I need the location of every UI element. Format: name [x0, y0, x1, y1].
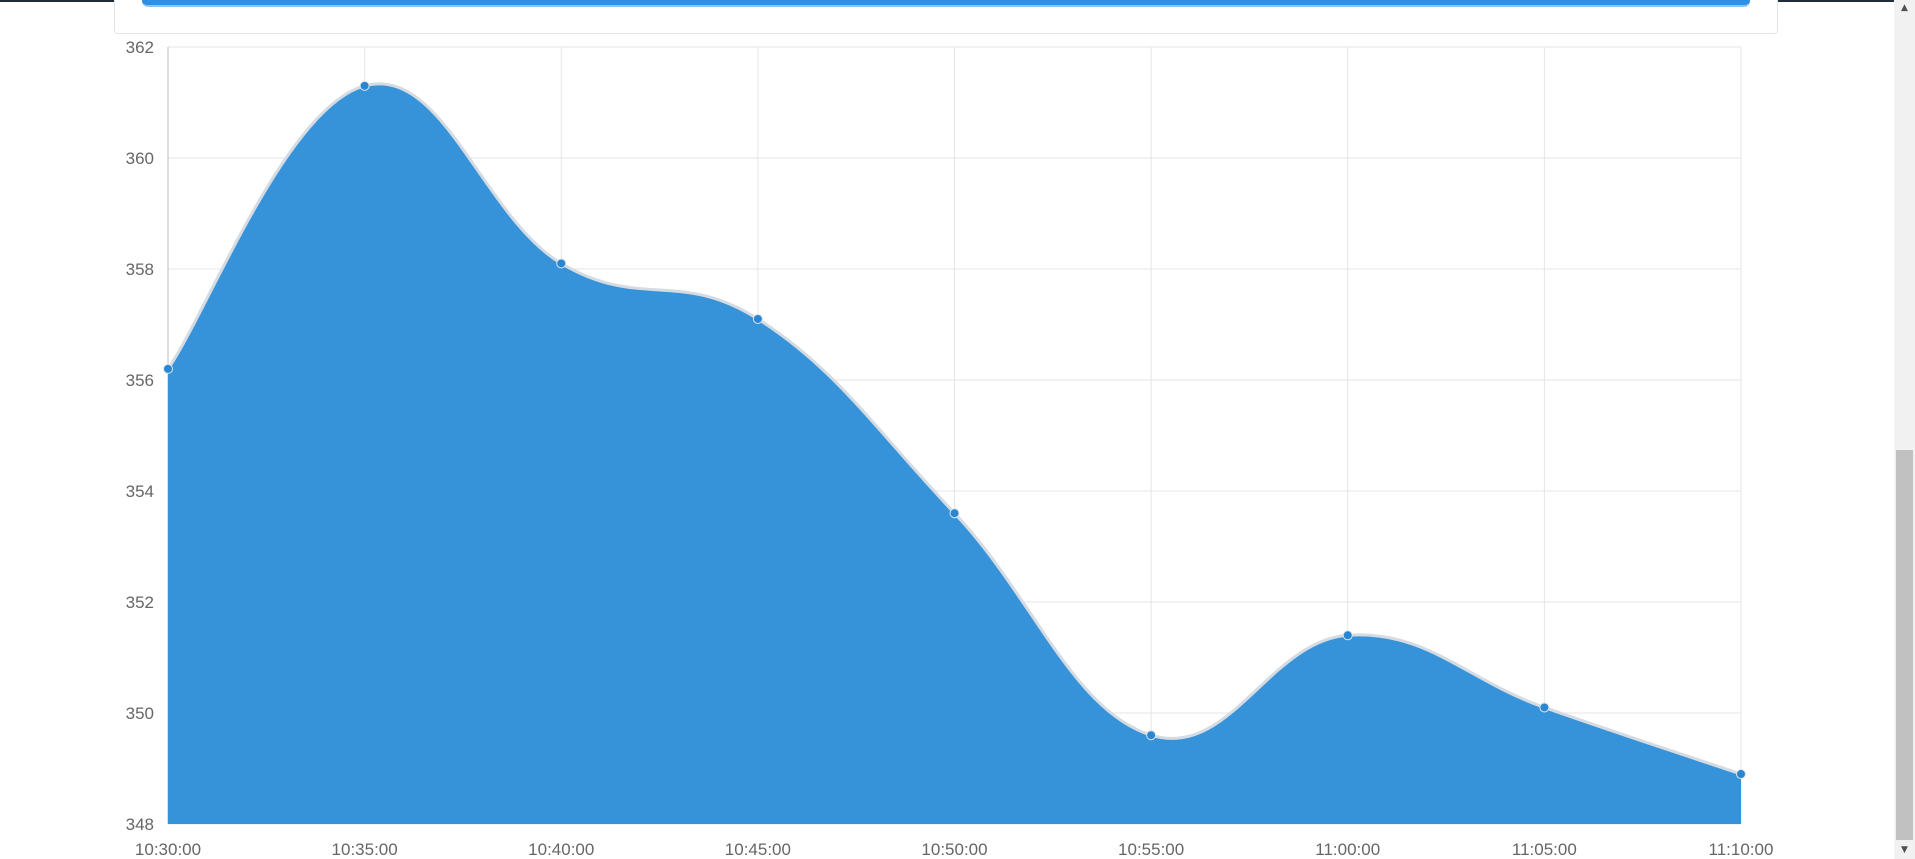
data-point: [1342, 630, 1353, 641]
y-tick-label: 360: [126, 149, 154, 168]
x-tick-label: 10:45:00: [725, 840, 791, 859]
data-point: [949, 508, 960, 519]
y-axis-ticks: 348 350 352 354 356 358 360 362: [126, 38, 154, 834]
area-outline: [166, 82, 1742, 776]
x-axis-ticks: 10:30:00 10:35:00 10:40:00 10:45:00 10:50:00…: [135, 840, 1774, 859]
data-point: [359, 80, 370, 91]
x-tick-label: 10:35:00: [332, 840, 398, 859]
data-point: [1736, 769, 1746, 780]
y-tick-label: 362: [126, 38, 154, 57]
x-tick-label: 11:10:00: [1709, 840, 1774, 859]
data-point: [752, 313, 763, 324]
data-point: [1146, 730, 1157, 741]
x-tick-label: 10:50:00: [921, 840, 987, 859]
vertical-scrollbar[interactable]: ▲ ▼: [1894, 0, 1915, 859]
data-points: [163, 80, 1746, 780]
progress-bar: [142, 0, 1750, 7]
data-point: [1539, 702, 1550, 713]
data-point: [556, 258, 567, 269]
x-tick-label: 11:05:00: [1512, 840, 1577, 859]
y-tick-label: 358: [126, 260, 154, 279]
data-point: [163, 363, 173, 374]
x-tick-label: 10:30:00: [135, 840, 201, 859]
arrow-down-icon[interactable]: ▼: [1901, 845, 1908, 855]
panel-header: [114, 0, 1778, 34]
x-tick-label: 10:55:00: [1118, 840, 1184, 859]
y-tick-label: 354: [126, 482, 154, 501]
scrollbar-thumb[interactable]: [1896, 450, 1913, 840]
x-tick-label: 11:00:00: [1315, 840, 1380, 859]
y-tick-label: 350: [126, 704, 154, 723]
arrow-up-icon[interactable]: ▲: [1901, 3, 1908, 13]
x-tick-label: 10:40:00: [528, 840, 594, 859]
y-tick-label: 352: [126, 593, 154, 612]
y-tick-label: 348: [126, 815, 154, 834]
y-tick-label: 356: [126, 371, 154, 390]
